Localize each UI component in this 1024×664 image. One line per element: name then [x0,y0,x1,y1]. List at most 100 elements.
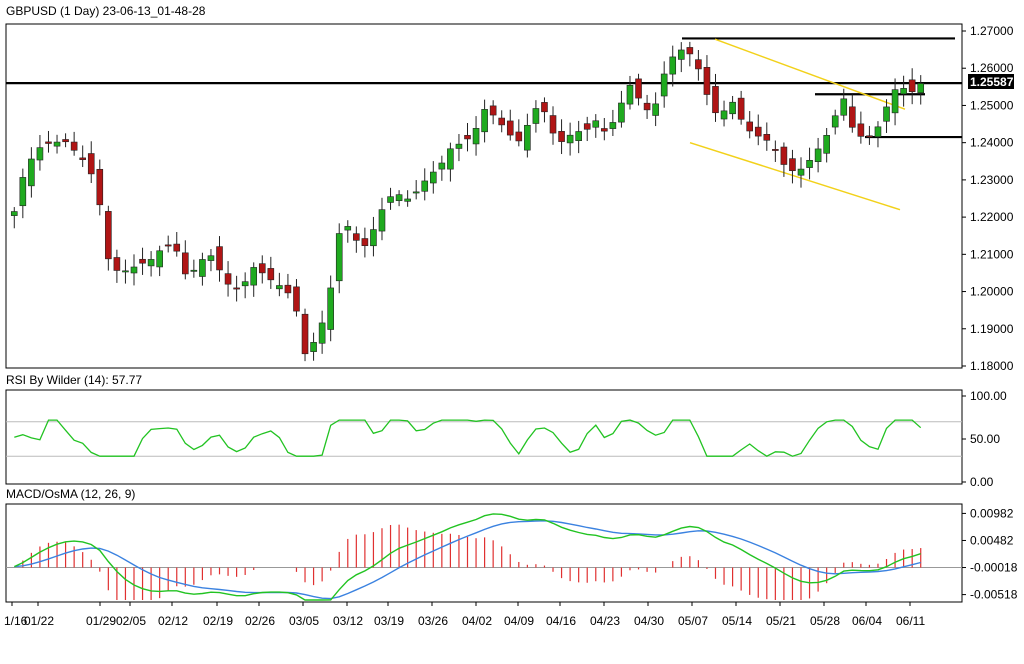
candle-body [729,101,736,115]
candle-body [267,268,275,281]
candle-body [891,89,899,114]
macd-tick-label: -0.00018 [970,561,1018,575]
date-tick-label: 02/19 [203,614,233,628]
candle-body [917,83,925,94]
date-tick-label: 05/14 [722,614,752,628]
date-tick-label: 05/28 [810,614,840,628]
macd-tick-label: -0.00518 [970,588,1018,602]
candle-body [660,73,668,97]
channel-lower-line[interactable] [689,141,901,211]
candle-body [883,106,890,122]
candle-body [857,123,865,137]
date-tick-label: 06/04 [852,614,882,628]
date-tick-label: 05/21 [766,614,796,628]
candle-body [797,168,805,176]
candle-body [241,281,249,287]
horizontal-levels [6,37,962,139]
chart-title: GBPUSD (1 Day) 23-06-13_01-48-28 [6,4,206,18]
candle-body [139,258,146,264]
date-tick-label: 04/16 [546,614,576,628]
rsi-tick-label: 0.00 [970,475,994,489]
candle-body [344,226,352,231]
candle-body [524,124,531,151]
candle-body [814,148,822,163]
candle-body [669,56,677,75]
price-tick-label: 1.25000 [970,98,1014,112]
date-tick-label: 04/30 [634,614,664,628]
candle-body [720,110,728,120]
candle-body [335,233,343,282]
candle-body [10,211,18,216]
candle-body [780,146,788,165]
channel-upper-line[interactable] [714,38,906,110]
candle-body [87,153,95,175]
candle-body [908,79,916,93]
date-tick-label: 04/23 [590,614,620,628]
candle-body [284,284,292,294]
candle-body [549,115,557,134]
candle-body [318,322,326,344]
candle-body [19,177,27,207]
trend-channel [689,38,906,211]
candle-body [772,149,779,151]
date-tick-label: 01/29 [86,614,116,628]
candle-body [96,168,104,206]
candle-body [276,285,283,290]
candle-body [62,139,69,143]
date-tick-label: 06/11 [896,614,925,628]
candle-body [583,123,591,130]
candle-body [703,67,711,95]
candle-body [404,198,411,202]
candle-body [370,229,377,247]
candle-body [207,255,215,261]
price-tick-label: 1.24000 [970,136,1014,150]
candle-body [224,273,232,285]
price-panel [5,23,963,369]
candle-body [558,131,565,142]
candle-body [421,180,429,192]
candle-body [455,143,463,149]
candle-body [806,159,813,168]
price-tick-label: 1.23000 [970,173,1014,187]
rsi-line [14,419,922,457]
candle-body [506,120,514,136]
candle-body [36,147,44,161]
candle-body [233,287,240,290]
date-tick-label: 03/05 [289,614,319,628]
macd-signal-line [14,520,921,600]
date-tick-label: 03/19 [374,614,404,628]
rsi-panel [5,389,963,485]
candle-body [866,135,873,138]
candle-body [105,211,112,260]
candle-body [618,102,625,123]
candle-body [147,259,155,267]
candle-body [737,97,745,120]
rsi-lines [6,419,962,457]
candle-body [79,157,86,160]
rsi-title: RSI By Wilder (14): 57.77 [6,373,142,387]
price-tick-label: 1.18000 [970,359,1014,373]
candle-body [712,86,719,114]
current-price-marker: 1.25587 [968,74,1014,89]
candle-body [532,108,540,124]
candle-body [45,141,52,144]
candle-body [70,141,78,151]
macd-panel [5,503,963,603]
candle-body [173,243,181,252]
candle-body [182,252,189,275]
candle-body [900,88,907,95]
current-price-label: 1.25587 [970,75,1014,89]
candle-body [609,122,617,129]
candle-body [53,141,61,147]
price-tick-label: 1.19000 [970,322,1014,336]
candle-body [464,135,471,140]
candle-body [746,121,753,132]
candle-body [361,238,369,247]
candle-body [831,115,839,128]
date-tick-label: 04/02 [462,614,492,628]
candle-body [327,287,334,330]
candle-body [575,131,582,141]
